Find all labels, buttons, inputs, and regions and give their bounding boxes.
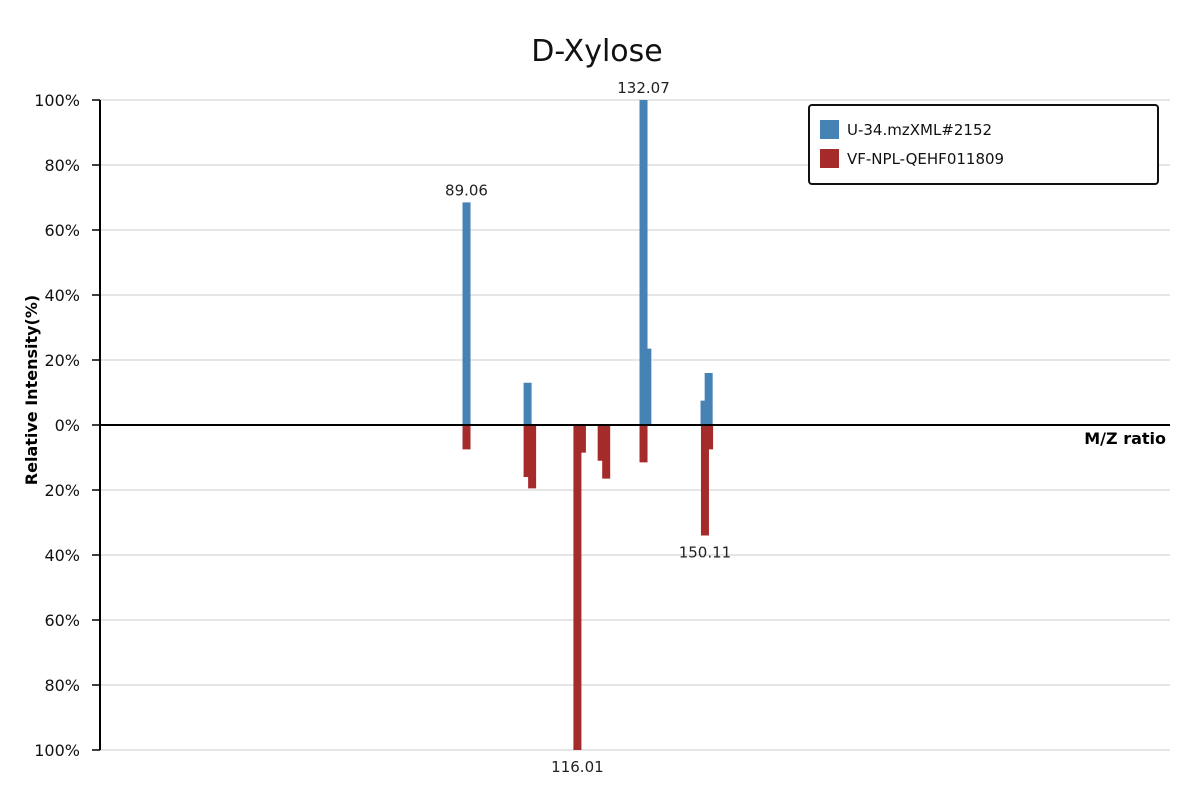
- y-tick-label: 20%: [44, 351, 80, 370]
- peak-bar: [602, 425, 611, 479]
- peak-bars: [462, 100, 714, 750]
- y-tick-label: 20%: [44, 481, 80, 500]
- y-tick-label: 100%: [34, 741, 80, 760]
- peak-label: 89.06: [445, 181, 488, 199]
- peak-bar: [577, 425, 586, 453]
- x-axis-title: M/Z ratio: [1084, 429, 1166, 448]
- y-tick-label: 100%: [34, 91, 80, 110]
- peak-bar: [597, 425, 606, 461]
- peak-labels: 89.06 132.07 116.01 150.11: [445, 79, 731, 776]
- peak-bar: [643, 348, 652, 425]
- peak-bar: [700, 425, 709, 536]
- y-axis-title: Relative Intensity(%): [22, 295, 41, 485]
- peak-bar: [573, 425, 582, 750]
- legend-label-series-2: VF-NPL-QEHF011809: [847, 150, 1004, 168]
- y-tick-labels: 100% 80% 60% 40% 20% 0% 20% 40% 60% 80% 100%: [34, 91, 100, 760]
- peak-bar: [700, 400, 709, 425]
- legend-label-series-1: U-34.mzXML#2152: [847, 121, 992, 139]
- y-tick-label: 40%: [44, 286, 80, 305]
- chart-title: D-Xylose: [531, 34, 663, 69]
- y-tick-label: 80%: [44, 676, 80, 695]
- peak-bar: [704, 373, 713, 425]
- peak-bar: [705, 425, 714, 450]
- axes: [99, 100, 1170, 750]
- legend-swatch-series-2: [820, 149, 839, 168]
- legend-swatch-series-1: [820, 120, 839, 139]
- y-tick-label: 80%: [44, 156, 80, 175]
- peak-bar: [523, 425, 532, 477]
- legend-box: [808, 104, 1159, 185]
- grid-layer: [100, 99, 1170, 751]
- peak-bar: [462, 425, 471, 450]
- peak-bar: [639, 100, 648, 425]
- peak-label: 132.07: [617, 79, 670, 97]
- y-tick-label: 60%: [44, 611, 80, 630]
- peak-bar: [639, 425, 648, 463]
- peak-label: 116.01: [551, 758, 604, 776]
- y-tick-label: 0%: [55, 416, 80, 435]
- peak-bar: [528, 425, 537, 489]
- peak-label: 150.11: [679, 544, 732, 562]
- peak-bar: [462, 202, 471, 425]
- y-tick-label: 40%: [44, 546, 80, 565]
- y-tick-label: 60%: [44, 221, 80, 240]
- legend: U-34.mzXML#2152 VF-NPL-QEHF011809: [808, 104, 1159, 185]
- peak-bar: [523, 382, 532, 425]
